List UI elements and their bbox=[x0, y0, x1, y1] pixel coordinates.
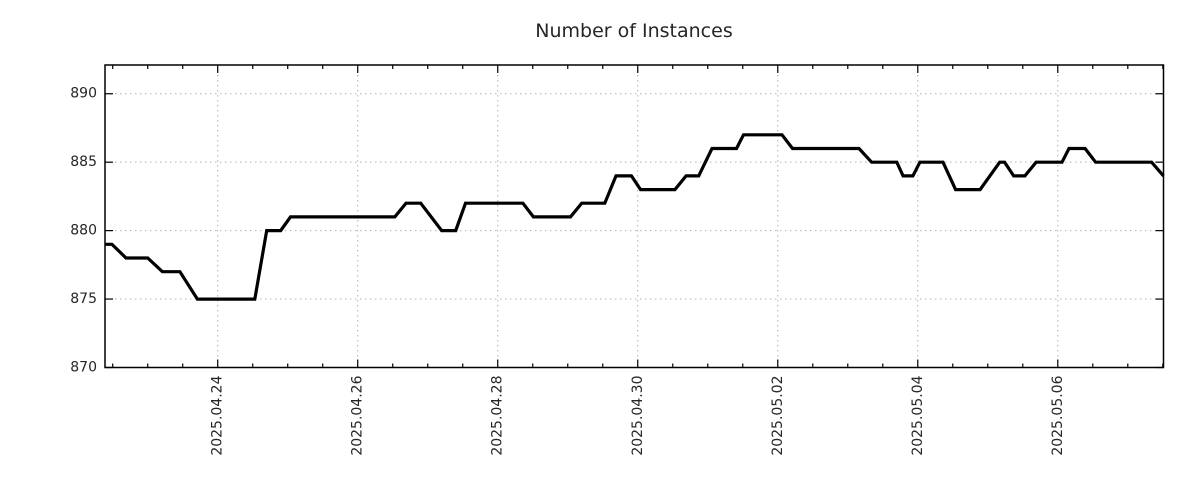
x-tick-label: 2025.04.30 bbox=[630, 376, 646, 456]
y-tick-label: 875 bbox=[70, 291, 97, 307]
chart-title: Number of Instances bbox=[535, 20, 732, 42]
y-tick-label: 870 bbox=[70, 360, 97, 376]
y-tick-label: 880 bbox=[70, 223, 97, 239]
data-line-layer bbox=[105, 133, 1165, 301]
x-tick-label: 2025.05.02 bbox=[770, 376, 786, 456]
x-tick-label: 2025.05.04 bbox=[910, 375, 926, 455]
axes bbox=[104, 64, 1165, 369]
x-tick-label: 2025.04.26 bbox=[350, 375, 366, 455]
x-tick-label: 2025.04.24 bbox=[210, 375, 226, 455]
plot-border bbox=[104, 64, 1165, 369]
grid bbox=[105, 65, 1164, 368]
axis-labels: 870 875 880 885 890 2025.04.24 2025.04.26 2025.… bbox=[70, 86, 1066, 456]
y-tick-label: 890 bbox=[70, 86, 97, 102]
instances-line bbox=[105, 133, 1165, 301]
x-tick-label: 2025.04.28 bbox=[490, 376, 506, 456]
x-tick-label: 2025.05.06 bbox=[1050, 375, 1066, 455]
y-tick-label: 885 bbox=[70, 154, 97, 170]
